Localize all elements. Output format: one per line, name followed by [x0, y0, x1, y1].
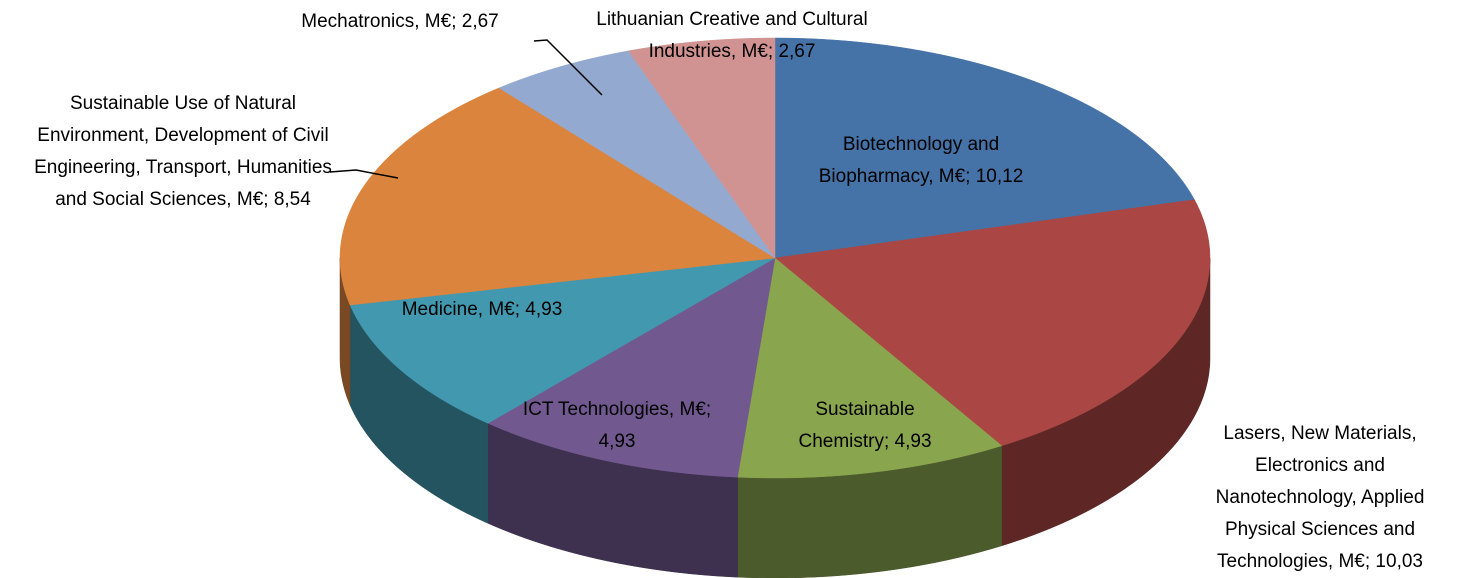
data-label: Biotechnology and Biopharmacy, M€; 10,12 — [819, 134, 1024, 187]
leader-line — [329, 169, 399, 179]
slice — [737, 257, 1003, 479]
slice — [339, 87, 776, 306]
leader-line — [533, 39, 603, 96]
slice — [774, 37, 1195, 259]
data-label: ICT Technologies, M€; 4,93 — [523, 399, 711, 452]
data-label: Sustainable Chemistry; 4,93 — [798, 399, 931, 452]
slice — [349, 257, 776, 424]
data-label: Lithuanian Creative and Cultural Industri… — [596, 9, 867, 62]
slice — [628, 37, 776, 259]
slice — [498, 50, 776, 259]
data-label: Lasers, New Materials, Electronics and Nan… — [1216, 423, 1425, 572]
data-label: Mechatronics, M€; 2,67 — [301, 11, 498, 32]
data-label: Sustainable Use of Natural Environment, D… — [34, 93, 332, 210]
slice — [487, 257, 776, 478]
data-label: Medicine, M€; 4,93 — [402, 299, 563, 320]
slice — [774, 199, 1211, 447]
